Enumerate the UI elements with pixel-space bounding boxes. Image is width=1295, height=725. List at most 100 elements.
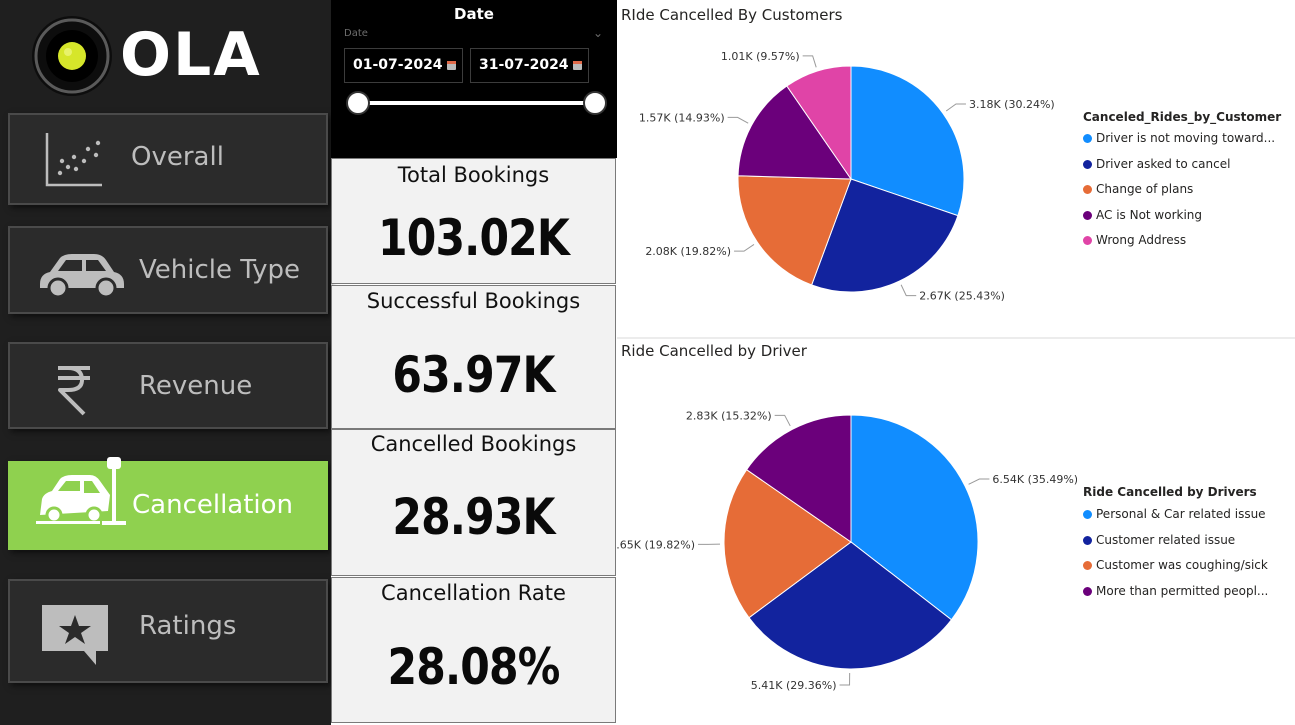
- data-label: 3.65K (19.82%): [617, 538, 695, 551]
- data-label: 1.01K (9.57%): [721, 50, 800, 63]
- legend-dot: [1083, 586, 1092, 596]
- pie-slice[interactable]: [723, 468, 852, 619]
- pie-slice[interactable]: [745, 414, 852, 543]
- legend-dot: [1083, 210, 1092, 220]
- nav-label: Overall: [131, 142, 224, 172]
- legend-item[interactable]: Customer related issue: [1083, 533, 1235, 547]
- legend-label: Driver is not moving toward...: [1096, 131, 1276, 145]
- pie-slice[interactable]: [748, 541, 953, 670]
- legend-label: Customer was coughing/sick: [1096, 558, 1268, 572]
- calendar-icon[interactable]: [573, 61, 582, 70]
- date-range-slider[interactable]: [358, 101, 596, 105]
- legend-item[interactable]: Change of plans: [1083, 182, 1193, 196]
- ola-logo: OLA: [8, 8, 330, 108]
- pie-slice[interactable]: [811, 178, 959, 293]
- data-label: 2.83K (15.32%): [686, 409, 772, 422]
- legend-dot: [1083, 535, 1092, 545]
- start-date-input[interactable]: 01-07-2024: [344, 48, 463, 83]
- leader-line: [802, 55, 817, 68]
- legend-item[interactable]: Wrong Address: [1083, 233, 1186, 247]
- legend-item[interactable]: Driver asked to cancel: [1083, 157, 1230, 171]
- legend-dot: [1083, 159, 1092, 169]
- data-label: 2.67K (25.43%): [919, 290, 1005, 303]
- legend-title: Canceled_Rides_by_Customer: [1083, 110, 1282, 124]
- date-field-label: Date: [344, 28, 368, 39]
- leader-line: [734, 244, 755, 252]
- brand-name: OLA: [120, 20, 262, 90]
- data-label: 5.41K (29.36%): [751, 679, 837, 692]
- legend-item[interactable]: Personal & Car related issue: [1083, 507, 1266, 521]
- pie-slice[interactable]: [786, 65, 852, 181]
- leader-line: [839, 672, 851, 686]
- nav-label: Cancellation: [132, 490, 294, 520]
- legend-label: More than permitted peopl...: [1096, 583, 1269, 598]
- kpi-value: 28.93K: [392, 488, 555, 546]
- legend-dot: [1083, 134, 1092, 143]
- kpi-value: 28.08%: [387, 638, 561, 696]
- legend-label: AC is Not working: [1096, 207, 1203, 222]
- leader-line: [727, 116, 749, 124]
- date-slicer: [331, 0, 617, 158]
- legend-label: Change of plans: [1096, 182, 1194, 196]
- kpi-cancellation-rate: Cancellation Rate 28.08%: [331, 577, 616, 723]
- kpi-successful-bookings: Successful Bookings 63.97K: [331, 285, 616, 429]
- legend-label: Personal & Car related issue: [1096, 507, 1266, 521]
- divider: [617, 337, 1295, 339]
- ola-logo-mark: [32, 16, 112, 96]
- leader-line: [968, 478, 990, 485]
- leader-line: [900, 284, 917, 297]
- data-label: 2.08K (19.82%): [645, 245, 731, 258]
- end-date-input[interactable]: 31-07-2024: [470, 48, 589, 83]
- pie-slice[interactable]: [737, 175, 852, 286]
- end-date-value: 31-07-2024: [479, 57, 569, 73]
- legend-label: Driver asked to cancel: [1096, 156, 1231, 171]
- legend-item[interactable]: Driver is not moving toward...: [1083, 131, 1275, 145]
- nav-ratings[interactable]: Ratings: [8, 579, 328, 683]
- scatter-chart-icon: [45, 133, 102, 187]
- star-rating-icon: [42, 605, 108, 665]
- kpi-value: 63.97K: [392, 346, 555, 404]
- leader-line: [774, 414, 791, 427]
- legend-item[interactable]: More than permitted peopl...: [1083, 584, 1268, 598]
- data-label: 6.54K (35.49%): [992, 473, 1077, 486]
- kpi-title: Cancellation Rate: [381, 581, 566, 605]
- nav-label: Revenue: [139, 371, 253, 401]
- legend-dot: [1083, 185, 1092, 194]
- legend-item[interactable]: AC is Not working: [1083, 208, 1202, 222]
- kpi-title: Cancelled Bookings: [370, 432, 577, 456]
- pie-slice[interactable]: [850, 65, 965, 217]
- kpi-title: Total Bookings: [397, 163, 550, 187]
- legend-dot: [1083, 561, 1092, 570]
- chevron-down-icon[interactable]: ⌄: [593, 26, 604, 40]
- kpi-title: Successful Bookings: [366, 289, 581, 313]
- slider-start-handle[interactable]: [346, 91, 370, 115]
- slider-end-handle[interactable]: [583, 91, 607, 115]
- nav-overall[interactable]: Overall: [8, 113, 328, 205]
- kpi-value: 103.02K: [377, 209, 570, 267]
- calendar-icon[interactable]: [447, 61, 456, 70]
- chart-title: RIde Cancelled By Customers: [621, 6, 843, 24]
- legend-dot: [1083, 510, 1092, 519]
- nav-label: Vehicle Type: [139, 255, 300, 285]
- customer-cancel-pie[interactable]: 3.18K (30.24%) 2.67K (25.43%) 2.08K (19.82…: [617, 30, 1077, 330]
- legend-item[interactable]: Customer was coughing/sick: [1083, 558, 1268, 572]
- nav-vehicle-type[interactable]: Vehicle Type: [8, 226, 328, 314]
- kpi-cancelled-bookings: Cancelled Bookings 28.93K: [331, 429, 616, 576]
- pie-slice[interactable]: [737, 85, 852, 180]
- leader-line: [945, 103, 966, 112]
- data-label: 1.57K (14.93%): [639, 111, 725, 124]
- chart-title: Ride Cancelled by Driver: [621, 342, 807, 360]
- driver-cancel-pie[interactable]: 6.54K (35.49%) 5.41K (29.36%) 3.65K (19.82…: [617, 366, 1077, 716]
- nav-label: Ratings: [139, 611, 237, 641]
- car-crash-icon: [36, 457, 126, 525]
- legend-label: Wrong Address: [1096, 233, 1187, 247]
- car-icon: [40, 254, 124, 299]
- legend-label: Customer related issue: [1096, 532, 1236, 547]
- pie-slice[interactable]: [850, 414, 979, 621]
- rupee-icon: [58, 366, 90, 416]
- date-slicer-title: Date: [454, 5, 494, 23]
- data-label: 3.18K (30.24%): [969, 98, 1055, 111]
- kpi-total-bookings: Total Bookings 103.02K: [331, 158, 616, 284]
- nav-revenue[interactable]: Revenue: [8, 342, 328, 429]
- nav-cancellation[interactable]: Cancellation: [8, 457, 328, 550]
